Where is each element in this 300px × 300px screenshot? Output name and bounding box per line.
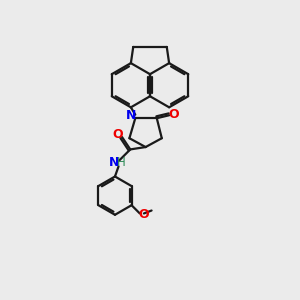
Text: N: N bbox=[126, 109, 137, 122]
Text: O: O bbox=[139, 208, 149, 221]
Text: H: H bbox=[117, 156, 126, 169]
Text: N: N bbox=[109, 156, 119, 169]
Text: O: O bbox=[112, 128, 123, 141]
Text: O: O bbox=[168, 108, 178, 121]
